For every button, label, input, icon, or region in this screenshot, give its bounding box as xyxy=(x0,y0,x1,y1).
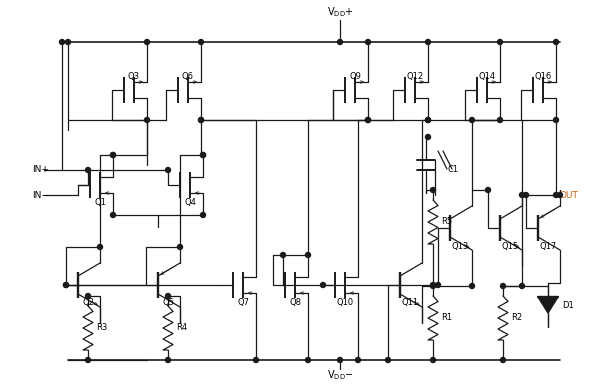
Text: Q14: Q14 xyxy=(478,72,496,80)
Circle shape xyxy=(199,39,203,45)
Circle shape xyxy=(63,283,69,288)
Circle shape xyxy=(145,39,150,45)
Circle shape xyxy=(486,187,490,192)
Text: Q10: Q10 xyxy=(337,298,353,308)
Polygon shape xyxy=(538,297,558,313)
Text: Q9: Q9 xyxy=(349,72,361,80)
Circle shape xyxy=(166,293,170,298)
Circle shape xyxy=(557,192,563,197)
Circle shape xyxy=(501,358,505,363)
Circle shape xyxy=(145,118,150,123)
Circle shape xyxy=(431,283,435,288)
Circle shape xyxy=(365,39,371,45)
Circle shape xyxy=(498,118,502,123)
Circle shape xyxy=(86,168,90,173)
Circle shape xyxy=(431,284,435,288)
Circle shape xyxy=(469,284,474,288)
Circle shape xyxy=(199,118,203,123)
Circle shape xyxy=(520,284,524,288)
Text: Q4: Q4 xyxy=(184,199,196,207)
Text: Q1: Q1 xyxy=(94,199,106,207)
Circle shape xyxy=(306,358,310,363)
Text: R3: R3 xyxy=(96,324,107,332)
Circle shape xyxy=(280,252,285,257)
Circle shape xyxy=(355,358,361,363)
Text: R4: R4 xyxy=(176,324,187,332)
Circle shape xyxy=(426,118,431,123)
Text: R5: R5 xyxy=(441,217,452,226)
Circle shape xyxy=(111,152,115,158)
Text: Q8: Q8 xyxy=(289,298,301,308)
Text: R2: R2 xyxy=(511,313,522,322)
Text: R1: R1 xyxy=(441,313,452,322)
Text: OUT: OUT xyxy=(559,190,578,200)
Text: Q17: Q17 xyxy=(539,241,557,250)
Circle shape xyxy=(306,252,310,257)
Circle shape xyxy=(426,39,431,45)
Text: Q13: Q13 xyxy=(451,241,469,250)
Circle shape xyxy=(66,39,71,45)
Circle shape xyxy=(337,39,343,45)
Circle shape xyxy=(111,212,115,217)
Circle shape xyxy=(166,168,170,173)
Circle shape xyxy=(498,39,502,45)
Text: C1: C1 xyxy=(447,164,458,173)
Text: D1: D1 xyxy=(562,300,573,310)
Circle shape xyxy=(520,192,524,197)
Circle shape xyxy=(554,192,559,197)
Circle shape xyxy=(365,118,371,123)
Circle shape xyxy=(426,135,431,139)
Circle shape xyxy=(59,39,65,45)
Circle shape xyxy=(97,245,102,250)
Circle shape xyxy=(431,187,435,192)
Circle shape xyxy=(365,118,371,123)
Circle shape xyxy=(386,358,390,363)
Circle shape xyxy=(111,152,115,158)
Text: Q16: Q16 xyxy=(535,72,551,80)
Circle shape xyxy=(435,283,441,288)
Circle shape xyxy=(63,283,69,288)
Circle shape xyxy=(166,358,170,363)
Text: Q7: Q7 xyxy=(237,298,249,308)
Text: Q11: Q11 xyxy=(401,298,419,308)
Circle shape xyxy=(501,284,505,288)
Text: IN+: IN+ xyxy=(32,166,49,175)
Circle shape xyxy=(426,118,431,123)
Circle shape xyxy=(523,192,529,197)
Circle shape xyxy=(254,358,258,363)
Circle shape xyxy=(86,358,90,363)
Text: Q5: Q5 xyxy=(162,298,174,308)
Text: IN−: IN− xyxy=(32,190,49,200)
Circle shape xyxy=(200,152,206,158)
Text: Q15: Q15 xyxy=(502,241,518,250)
Circle shape xyxy=(199,118,203,123)
Text: Q12: Q12 xyxy=(407,72,423,80)
Circle shape xyxy=(431,358,435,363)
Text: Q3: Q3 xyxy=(128,72,140,80)
Text: Q2: Q2 xyxy=(82,298,94,308)
Text: $\mathregular{V_{DD}}$−: $\mathregular{V_{DD}}$− xyxy=(327,368,353,382)
Circle shape xyxy=(178,245,182,250)
Circle shape xyxy=(321,283,325,288)
Circle shape xyxy=(337,358,343,363)
Circle shape xyxy=(200,212,206,217)
Circle shape xyxy=(200,152,206,158)
Circle shape xyxy=(554,39,559,45)
Circle shape xyxy=(469,118,474,123)
Circle shape xyxy=(554,118,559,123)
Text: $\mathregular{V_{DD}}$+: $\mathregular{V_{DD}}$+ xyxy=(327,5,353,19)
Circle shape xyxy=(86,293,90,298)
Text: Q6: Q6 xyxy=(182,72,194,80)
